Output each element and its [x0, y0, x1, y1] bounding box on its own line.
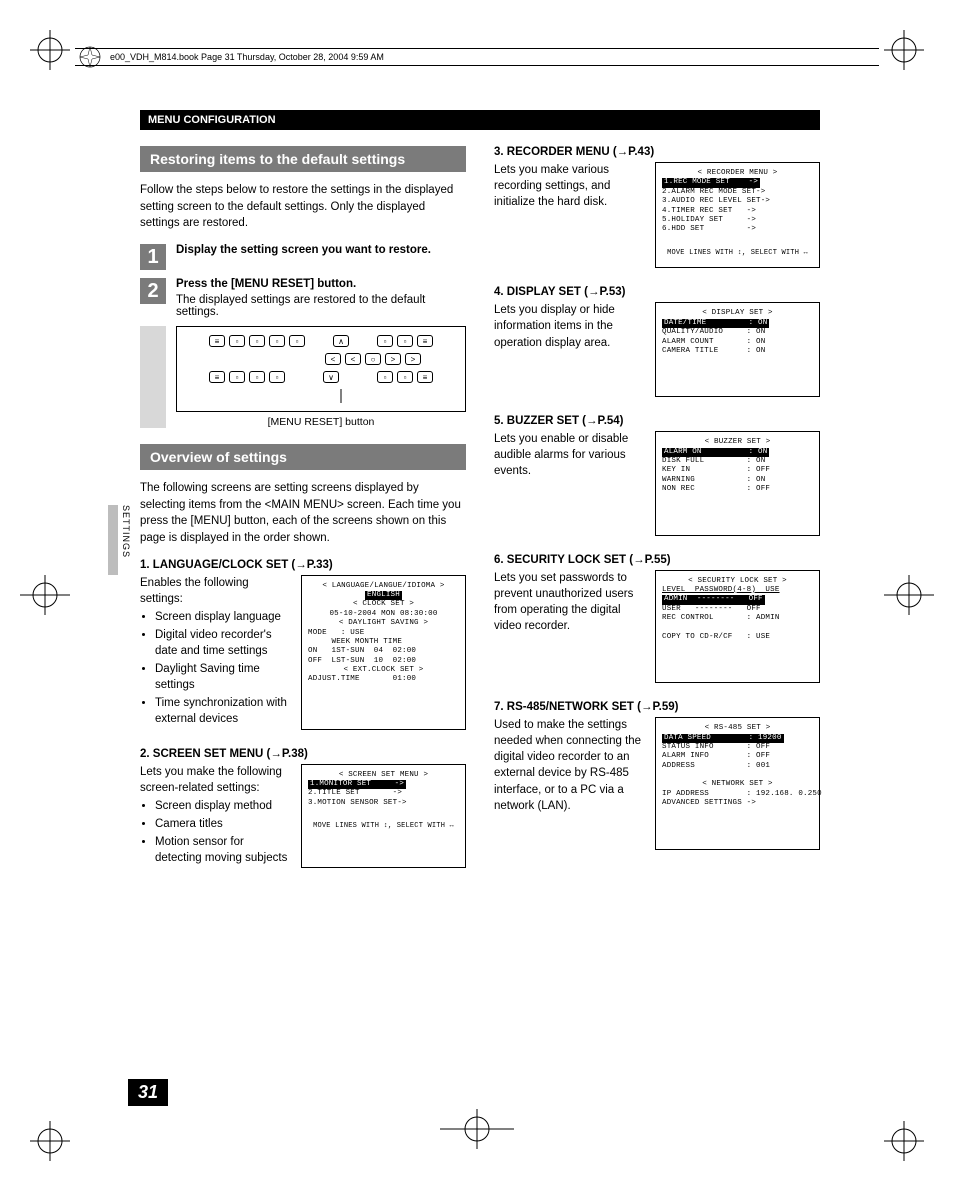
section-overview-intro: The following screens are setting screen… [140, 480, 466, 547]
item2-heading: 2. SCREEN SET MENU (→P.38) [140, 748, 466, 760]
bullet-item: Screen display language [155, 609, 291, 625]
bullet-item: Daylight Saving time settings [155, 661, 291, 693]
item4-heading: 4. DISPLAY SET (→P.53) [494, 286, 820, 298]
step-1: 1 Display the setting screen you want to… [140, 244, 466, 270]
screen-language-clock: < LANGUAGE/LANGUE/IDIOMA >ENGLISH< CLOCK… [301, 575, 466, 730]
screen-display: < DISPLAY SET >DATE/TIME : ONQUALITY/AUD… [655, 302, 820, 397]
item5-text: Lets you enable or disable audible alarm… [494, 431, 645, 535]
book-meta-line: e00_VDH_M814.book Page 31 Thursday, Octo… [75, 48, 879, 66]
item3-heading: 3. RECORDER MENU (→P.43) [494, 146, 820, 158]
item6-heading: 6. SECURITY LOCK SET (→P.55) [494, 554, 820, 566]
item6-text: Lets you set passwords to prevent unauth… [494, 570, 645, 684]
side-tab: SETTINGS [108, 505, 131, 575]
step-1-number: 1 [140, 244, 166, 270]
item5-heading: 5. BUZZER SET (→P.54) [494, 415, 820, 427]
header-bar: MENU CONFIGURATION [140, 110, 820, 130]
item4-text: Lets you display or hide information ite… [494, 302, 645, 397]
screen-screenset: < SCREEN SET MENU >1.MONITOR SET ->2.TIT… [301, 764, 466, 869]
item2-intro: Lets you make the following screen-relat… [140, 766, 282, 794]
bullet-item: Camera titles [155, 816, 291, 832]
item3-text: Lets you make various recording settings… [494, 162, 645, 268]
item7-text: Used to make the settings needed when co… [494, 717, 645, 849]
screen-network: < RS-485 SET >DATA SPEED : 19200STATUS I… [655, 717, 820, 849]
section-restoring-title: Restoring items to the default settings [140, 146, 466, 172]
bullet-item: Screen display method [155, 798, 291, 814]
step-diagram-block: ≡ ▫▫▫▫ ∧ ▫▫ ≡ << ○ >> [140, 326, 466, 428]
section-restoring-intro: Follow the steps below to restore the se… [140, 182, 466, 232]
left-column: Restoring items to the default settings … [140, 146, 466, 886]
step-1-heading: Display the setting screen you want to r… [176, 244, 466, 256]
step-2-number: 2 [140, 278, 166, 304]
step-2-heading: Press the [MENU RESET] button. [176, 278, 466, 290]
item7-heading: 7. RS-485/NETWORK SET (→P.59) [494, 701, 820, 713]
menu-reset-panel-diagram: ≡ ▫▫▫▫ ∧ ▫▫ ≡ << ○ >> [176, 326, 466, 412]
page-content: MENU CONFIGURATION Restoring items to th… [140, 110, 820, 886]
bullet-item: Motion sensor for detecting moving subje… [155, 834, 291, 866]
section-overview-title: Overview of settings [140, 444, 466, 470]
bullet-item: Time synchronization with external devic… [155, 695, 291, 727]
screen-recorder: < RECORDER MENU >1.REC MODE SET ->2.ALAR… [655, 162, 820, 268]
item1-intro: Enables the following settings: [140, 577, 249, 605]
bullet-item: Digital video recorder's date and time s… [155, 627, 291, 659]
item1-bullets: Screen display language Digital video rec… [140, 609, 291, 728]
book-meta-text: e00_VDH_M814.book Page 31 Thursday, Octo… [110, 52, 384, 62]
panel-caption: [MENU RESET] button [176, 416, 466, 428]
screen-security: < SECURITY LOCK SET >LEVEL PASSWORD(4-8)… [655, 570, 820, 684]
page-number: 31 [128, 1079, 168, 1106]
step-2-text: The displayed settings are restored to t… [176, 294, 425, 318]
right-column: 3. RECORDER MENU (→P.43) Lets you make v… [494, 146, 820, 886]
item1-heading: 1. LANGUAGE/CLOCK SET (→P.33) [140, 559, 466, 571]
screen-buzzer: < BUZZER SET >ALARM ON : ONDISK FULL : O… [655, 431, 820, 535]
step-2: 2 Press the [MENU RESET] button. The dis… [140, 278, 466, 318]
item2-bullets: Screen display method Camera titles Motion… [140, 798, 291, 866]
